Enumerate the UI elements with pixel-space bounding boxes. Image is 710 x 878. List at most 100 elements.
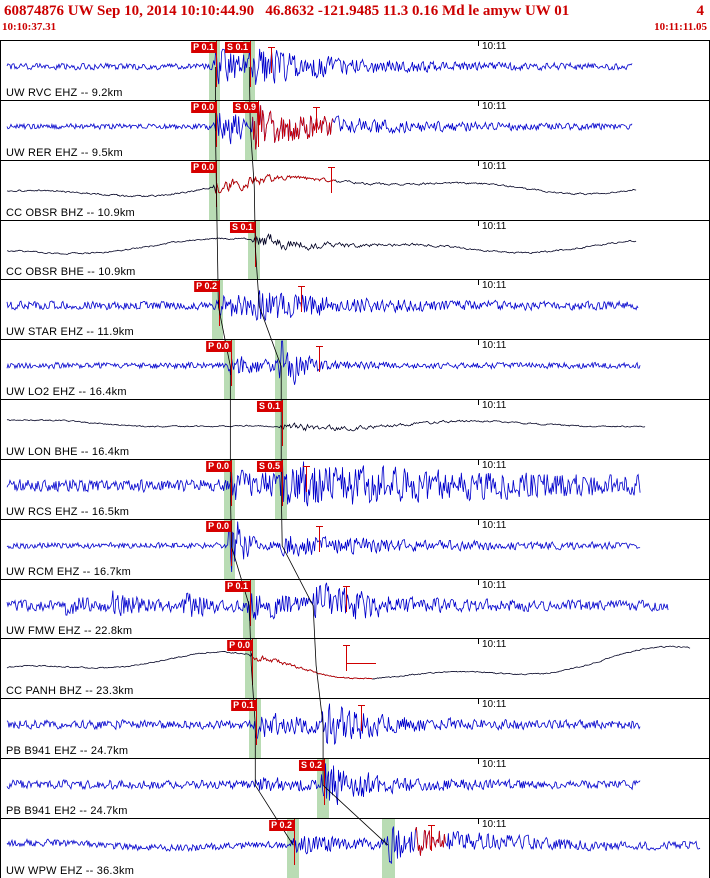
phase-pick-label[interactable]: S 0.1 [256, 401, 282, 413]
minute-label: 10:11 [482, 579, 507, 591]
minute-label: 10:11 [482, 41, 507, 52]
phase-pick-label[interactable]: P 0.2 [194, 281, 219, 293]
phase-pick-label[interactable]: S 0.1 [229, 221, 255, 233]
minute-tick [478, 41, 479, 46]
minute-tick [478, 579, 479, 585]
coda-marker[interactable] [358, 705, 365, 732]
phase-pick-line[interactable] [324, 759, 325, 806]
coda-marker[interactable] [343, 585, 350, 612]
minute-tick [478, 759, 479, 765]
coda-marker[interactable] [428, 824, 435, 851]
phase-pick-label[interactable]: S 0.2 [298, 760, 324, 772]
phase-pick-label[interactable]: P 0.1 [191, 42, 216, 53]
channel-row[interactable]: 10:11 P 0.0 S 0.9 UW RER EHZ -- 9.5km [1, 99, 709, 160]
phase-pick-label[interactable]: P 0.0 [227, 640, 252, 652]
phase-pick-label[interactable]: P 0.1 [231, 700, 256, 712]
minute-label: 10:11 [482, 759, 507, 771]
phase-pick-label[interactable]: P 0.0 [206, 460, 231, 472]
channel-row[interactable]: 10:11 P 0.0 CC OBSR BHZ -- 10.9km [1, 159, 709, 220]
channel-label: UW LO2 EHZ -- 16.4km [6, 386, 127, 399]
event-summary-line: 60874876 UW Sep 10, 2014 10:10:44.90 46.… [4, 3, 570, 19]
channel-label: UW RCS EHZ -- 16.5km [6, 505, 130, 518]
channel-label: PB B941 EHZ -- 24.7km [6, 745, 129, 758]
channel-row[interactable]: 10:11 P 0.0 S 0.5 UW RCS EHZ -- 16.5km [1, 458, 709, 519]
coda-marker[interactable] [313, 106, 320, 133]
coda-marker[interactable] [316, 346, 323, 373]
phase-pick-line[interactable] [219, 280, 220, 327]
channel-row[interactable]: 10:11 P 0.1 S 0.1 UW RVC EHZ -- 9.2km [1, 40, 709, 100]
channel-label: CC OBSR BHE -- 10.9km [6, 266, 136, 279]
phase-pick-line[interactable] [255, 220, 256, 267]
channel-row[interactable]: 10:11 P 0.1 PB B941 EHZ -- 24.7km [1, 698, 709, 759]
coda-marker[interactable] [316, 525, 323, 552]
phase-pick-line[interactable] [282, 459, 283, 506]
waveform-panel: 10:11 P 0.1 S 0.1 UW RVC EHZ -- 9.2km 10:11 P… [0, 40, 710, 878]
phase-pick-line[interactable] [231, 340, 232, 387]
channel-label: UW RVC EHZ -- 9.2km [6, 86, 123, 99]
phase-pick-label[interactable]: S 0.5 [256, 460, 282, 472]
waveform-trace[interactable] [1, 41, 709, 100]
minute-label: 10:11 [482, 519, 507, 531]
phase-pick-line[interactable] [294, 818, 295, 865]
channel-row[interactable]: 10:11 P 0.0 CC PANH BHZ -- 23.3km [1, 638, 709, 699]
channel-label: CC PANH BHZ -- 23.3km [6, 685, 134, 698]
window-start-time: 10:10:37.31 [2, 21, 57, 33]
minute-label: 10:11 [482, 160, 507, 172]
phase-pick-label[interactable]: P 0.0 [191, 161, 216, 173]
phase-pick-label[interactable]: S 0.9 [232, 101, 258, 113]
phase-pick-line[interactable] [256, 699, 257, 746]
minute-tick [478, 340, 479, 346]
minute-label: 10:11 [482, 220, 507, 232]
phase-pick-label[interactable]: P 0.0 [191, 101, 216, 113]
minute-label: 10:11 [482, 400, 507, 412]
channel-row[interactable]: 10:11 S 0.1 UW LON BHE -- 16.4km [1, 399, 709, 459]
phase-pick-line[interactable] [258, 100, 259, 147]
minute-label: 10:11 [482, 280, 507, 292]
coda-duration-bar[interactable] [346, 663, 376, 665]
event-summary-row: 60874876 UW Sep 10, 2014 10:10:44.90 46.… [0, 0, 710, 20]
channel-label: UW STAR EHZ -- 11.9km [6, 326, 134, 339]
minute-tick [478, 280, 479, 286]
minute-tick [478, 220, 479, 226]
channel-row[interactable]: 10:11 P 0.0 UW RCM EHZ -- 16.7km [1, 518, 709, 579]
channel-row[interactable]: 10:11 S 0.2 PB B941 EH2 -- 24.7km [1, 758, 709, 818]
minute-tick [478, 459, 479, 465]
channel-label: UW RCM EHZ -- 16.7km [6, 565, 131, 578]
phase-pick-label[interactable]: P 0.1 [225, 580, 250, 592]
phase-pick-label[interactable]: S 0.1 [224, 42, 250, 53]
coda-marker[interactable] [303, 465, 310, 492]
phase-pick-line[interactable] [216, 160, 217, 207]
phase-pick-line[interactable] [216, 41, 217, 87]
minute-tick [478, 519, 479, 525]
minute-tick [478, 160, 479, 166]
phase-window-band [209, 100, 220, 160]
channel-row[interactable]: 10:11 P 0.0 UW LO2 EHZ -- 16.4km [1, 339, 709, 400]
coda-marker[interactable] [328, 166, 335, 193]
coda-marker[interactable] [268, 47, 275, 73]
channel-label: CC OBSR BHZ -- 10.9km [6, 206, 135, 219]
phase-pick-label[interactable]: P 0.0 [206, 520, 231, 532]
minute-tick [478, 699, 479, 705]
phase-pick-line[interactable] [282, 400, 283, 447]
minute-label: 10:11 [482, 100, 507, 112]
phase-pick-line[interactable] [250, 41, 251, 87]
phase-pick-line[interactable] [231, 519, 232, 566]
time-window-row: 10:10:37.31 10:11:11.05 [0, 20, 710, 33]
phase-pick-label[interactable]: P 0.0 [206, 341, 231, 353]
phase-pick-line[interactable] [252, 639, 253, 686]
phase-pick-line[interactable] [231, 459, 232, 506]
minute-label: 10:11 [482, 699, 507, 711]
channel-row[interactable]: 10:11 P 0.1 UW FMW EHZ -- 22.8km [1, 578, 709, 639]
channel-row[interactable]: 10:11 S 0.1 CC OBSR BHE -- 10.9km [1, 219, 709, 280]
channel-row[interactable]: 10:11 P 0.2 UW WPW EHZ -- 36.3km [1, 817, 709, 878]
phase-window-band [209, 41, 220, 100]
coda-marker[interactable] [298, 286, 305, 313]
phase-pick-line[interactable] [250, 579, 251, 626]
channel-label: UW WPW EHZ -- 36.3km [6, 864, 135, 877]
phase-pick-line[interactable] [216, 100, 217, 147]
channel-row[interactable]: 10:11 P 0.2 UW STAR EHZ -- 11.9km [1, 279, 709, 340]
phase-pick-label[interactable]: P 0.2 [269, 819, 294, 831]
minute-tick [478, 818, 479, 824]
coda-marker[interactable] [343, 645, 350, 672]
